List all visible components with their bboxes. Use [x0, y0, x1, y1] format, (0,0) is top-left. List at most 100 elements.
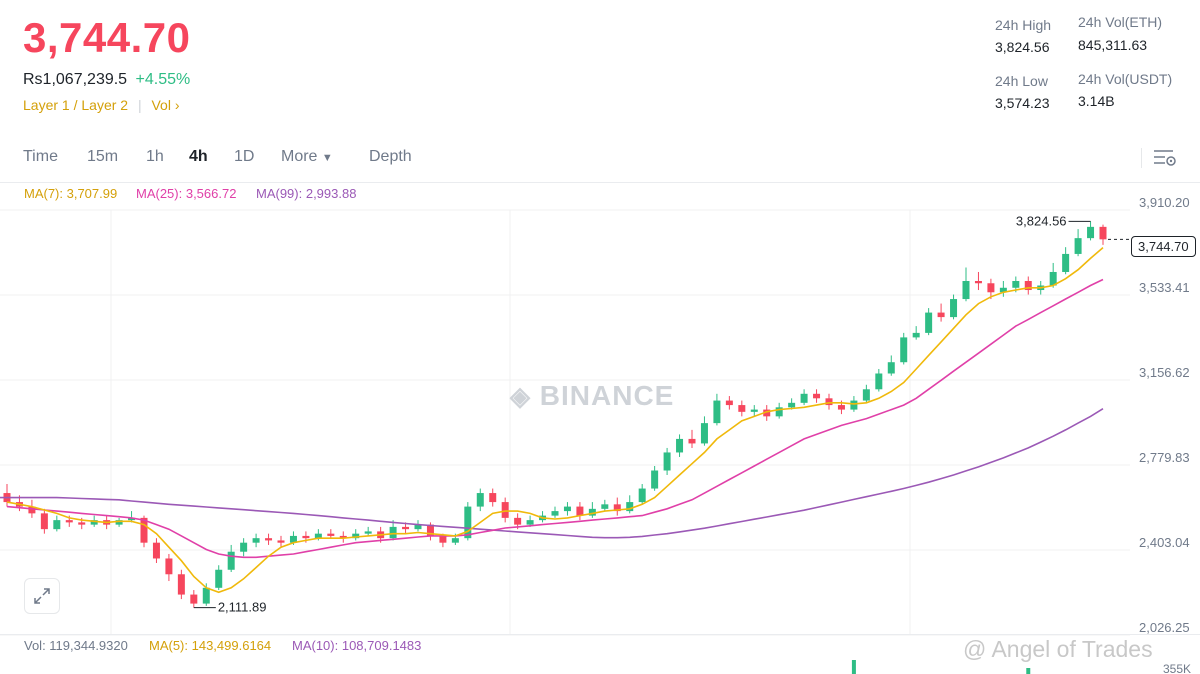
tab-more[interactable]: More ▼	[281, 148, 333, 166]
candle-body	[514, 517, 522, 525]
binance-logo-icon: ◈	[510, 381, 531, 411]
candle-body	[464, 506, 472, 539]
candle-body	[501, 502, 509, 518]
candle-body	[1087, 226, 1095, 239]
candle-body	[626, 502, 634, 512]
ma7-line	[6, 246, 1104, 594]
candle-body	[563, 506, 571, 512]
tab-time[interactable]: Time	[23, 148, 58, 165]
toolbar-bottom-border	[0, 182, 1200, 183]
overlay-watermark: @ Angel of Trades	[963, 636, 1153, 662]
vol-ma10-legend: MA(10): 108,709.1483	[292, 638, 422, 653]
candle-body	[875, 373, 883, 390]
candle-body	[588, 508, 596, 516]
candle-body	[725, 400, 733, 406]
candle-body	[165, 558, 173, 575]
y-tick-label: 2,026.25	[1139, 620, 1190, 635]
tag-separator: |	[137, 97, 142, 113]
candle-body	[551, 511, 559, 516]
stat-vol-eth-label: 24h Vol(ETH)	[1078, 14, 1163, 30]
candle-body	[601, 504, 609, 509]
candle-body	[987, 283, 995, 293]
candle-body	[414, 524, 422, 530]
candle-body	[489, 493, 497, 503]
candle-body	[65, 520, 73, 523]
candle-body	[426, 524, 434, 536]
candle-body	[227, 551, 235, 570]
candle-body	[800, 393, 808, 403]
ma25-line	[6, 278, 1104, 559]
stat-vol-usdt-value: 3.14B	[1078, 93, 1115, 109]
candle-body	[277, 540, 285, 543]
chart-settings-icon[interactable]	[1153, 148, 1177, 173]
candle-body	[925, 312, 933, 333]
candle-body	[115, 520, 123, 525]
candle-body	[252, 538, 260, 543]
ma25-legend: MA(25): 3,566.72	[136, 186, 237, 201]
candle-body	[738, 405, 746, 412]
candle-body	[576, 506, 584, 516]
tab-depth[interactable]: Depth	[369, 148, 412, 165]
candle-body	[1099, 226, 1107, 240]
last-price: 3,744.70	[23, 14, 191, 61]
chevron-right-icon[interactable]: ›	[174, 97, 180, 113]
candle-body	[314, 533, 322, 539]
candle-body	[1074, 238, 1082, 254]
candle-body	[750, 409, 758, 412]
candle-body	[215, 569, 223, 588]
candle-body	[688, 438, 696, 444]
candle-body	[937, 312, 945, 318]
y-tick-label: 3,533.41	[1139, 280, 1190, 295]
candle-body	[1049, 271, 1057, 286]
candle-body	[1012, 281, 1020, 288]
candle-body	[962, 281, 970, 300]
candle-body	[327, 533, 335, 536]
candle-body	[40, 513, 48, 530]
candle-body	[663, 452, 671, 471]
candle-body	[950, 299, 958, 318]
candle-body	[364, 531, 372, 534]
candle-body	[339, 535, 347, 539]
candle-body	[837, 405, 845, 410]
stat-high-value: 3,824.56	[995, 39, 1050, 55]
candle-body	[152, 542, 160, 559]
candle-body	[1024, 281, 1032, 291]
volume-divider	[0, 634, 1200, 635]
tab-1h[interactable]: 1h	[146, 148, 164, 165]
candle-body	[265, 538, 273, 541]
y-tick-label: 2,403.04	[1139, 535, 1190, 550]
price-inr: Rs1,067,239.5	[23, 71, 128, 88]
candle-body	[352, 533, 360, 539]
candle-body	[775, 407, 783, 417]
candle-body	[128, 517, 136, 521]
current-price-label: 3,744.70	[1131, 236, 1196, 257]
low-marker-label: 2,111.89	[218, 600, 267, 615]
tab-more-label: More	[281, 148, 318, 165]
ma99-legend: MA(99): 2,993.88	[256, 186, 357, 201]
volume-bar	[851, 660, 856, 674]
vol-ma5-legend: MA(5): 143,499.6164	[149, 638, 272, 653]
candle-body	[850, 400, 858, 410]
tag-layer[interactable]: Layer 1 / Layer 2	[23, 97, 129, 113]
candle-body	[439, 535, 447, 543]
tag-vol[interactable]: Vol	[151, 97, 171, 113]
tab-4h[interactable]: 4h	[189, 148, 208, 165]
tab-15m[interactable]: 15m	[87, 148, 119, 165]
y-tick-label: 2,779.83	[1139, 450, 1190, 465]
candle-body	[1062, 253, 1070, 272]
candle-body	[713, 400, 721, 424]
candle-body	[289, 535, 297, 543]
candle-body	[651, 470, 659, 489]
candle-body	[638, 488, 646, 503]
candle-body	[825, 398, 833, 406]
volume-bar	[1026, 668, 1031, 674]
expand-chart-button[interactable]	[24, 578, 60, 614]
candle-body	[999, 287, 1007, 293]
candle-body	[451, 538, 459, 543]
stat-low-value: 3,574.23	[995, 95, 1050, 111]
tab-1d[interactable]: 1D	[234, 148, 255, 165]
candle-body	[402, 526, 410, 530]
toolbar-divider	[1141, 148, 1142, 168]
candle-body	[974, 281, 982, 284]
